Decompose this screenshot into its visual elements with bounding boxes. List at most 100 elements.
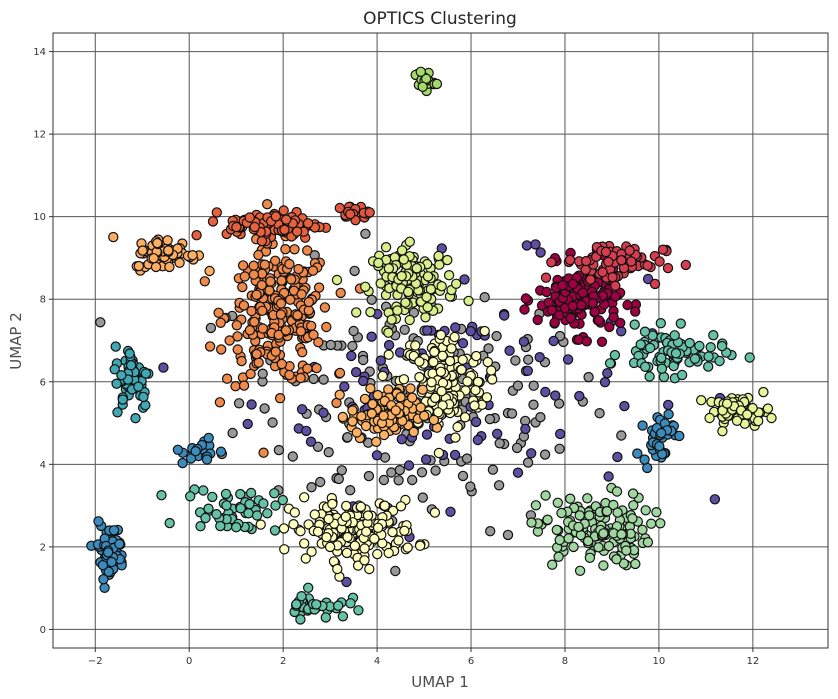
scatter-point: [601, 506, 613, 517]
scatter-point: [549, 317, 561, 328]
scatter-point: [232, 331, 243, 342]
scatter-point: [365, 383, 376, 394]
scatter-point: [281, 214, 292, 225]
scatter-point: [415, 66, 426, 78]
chart-title: OPTICS Clustering: [363, 9, 517, 29]
scatter-point: [184, 491, 196, 502]
scatter-point: [162, 235, 173, 246]
scatter-point: [337, 611, 349, 622]
scatter-point: [133, 260, 144, 272]
scatter-point: [408, 426, 419, 438]
scatter-point: [403, 286, 414, 298]
scatter-point: [138, 391, 149, 403]
scatter-point: [307, 265, 319, 276]
scatter-point: [324, 541, 336, 553]
scatter-point: [372, 389, 383, 401]
scatter-point: [433, 447, 445, 459]
scatter-point: [567, 300, 579, 312]
scatter-point: [616, 430, 627, 441]
scatter-point: [449, 331, 460, 343]
y-tick-label: 12: [33, 130, 46, 141]
scatter-point: [646, 518, 657, 529]
scatter-point: [443, 270, 455, 281]
scatter-point: [604, 358, 616, 369]
scatter-point: [608, 312, 619, 323]
scatter-point: [245, 368, 256, 380]
scatter-point: [421, 429, 433, 440]
scatter-point: [253, 249, 264, 261]
scatter-point: [400, 297, 411, 308]
scatter-point: [215, 317, 226, 328]
scatter-point: [437, 350, 448, 361]
scatter-point: [347, 340, 358, 352]
scatter-point: [259, 259, 270, 270]
scatter-point: [205, 322, 217, 334]
scatter-point: [251, 348, 262, 360]
scatter-point: [395, 392, 406, 403]
scatter-point: [598, 560, 609, 571]
y-tick-label: 4: [40, 460, 46, 471]
scatter-point: [325, 339, 336, 351]
scatter-point: [249, 316, 260, 328]
scatter-point: [383, 327, 394, 338]
scatter-point: [518, 336, 530, 347]
scatter-point: [323, 513, 334, 525]
scatter-point: [396, 434, 407, 445]
scatter-point: [624, 245, 635, 256]
scatter-point: [580, 264, 591, 275]
scatter-point: [258, 447, 269, 458]
scatter-point: [573, 521, 584, 533]
scatter-point: [459, 412, 471, 423]
scatter-point: [535, 412, 546, 423]
scatter-point: [442, 254, 453, 266]
scatter-point: [278, 205, 289, 216]
scatter-point: [470, 385, 481, 396]
scatter-point: [584, 510, 595, 521]
scatter-point: [364, 563, 375, 575]
scatter-point: [479, 325, 490, 337]
scatter-point: [315, 476, 326, 488]
scatter-point: [582, 535, 594, 547]
scatter-point: [174, 257, 185, 268]
scatter-point: [362, 510, 374, 521]
scatter-point: [451, 278, 462, 289]
scatter-point: [629, 319, 640, 330]
scatter-point: [249, 221, 260, 233]
scatter-point: [670, 348, 682, 359]
scatter-point: [398, 254, 409, 265]
scatter-point: [742, 409, 753, 420]
scatter-point: [327, 498, 338, 510]
scatter-point: [637, 524, 648, 536]
scatter-point: [285, 294, 296, 305]
scatter-point: [346, 350, 357, 362]
scatter-point: [414, 356, 425, 367]
scatter-point: [273, 329, 284, 341]
scatter-point: [457, 470, 469, 482]
scatter-point: [654, 441, 665, 452]
scatter-point: [130, 413, 141, 424]
scatter-point: [436, 386, 447, 397]
scatter-point: [616, 326, 627, 337]
scatter-point: [621, 545, 632, 556]
scatter-point: [450, 432, 461, 443]
scatter-point: [705, 342, 716, 353]
x-tick-label: −2: [88, 656, 103, 667]
scatter-point: [365, 306, 376, 318]
scatter-point: [494, 438, 505, 449]
scatter-point: [152, 237, 163, 249]
scatter-point: [522, 365, 534, 376]
scatter-point: [383, 349, 394, 360]
scatter-point: [399, 324, 410, 335]
scatter-point: [540, 272, 552, 283]
scatter-point: [345, 208, 356, 220]
scatter-point: [355, 501, 367, 512]
scatter-point: [445, 506, 456, 517]
scatter-point: [230, 381, 241, 392]
scatter-point: [133, 381, 144, 392]
x-tick-label: 10: [653, 656, 666, 667]
scatter-point: [663, 399, 674, 411]
scatter-point: [211, 509, 222, 520]
scatter-point: [296, 404, 308, 415]
scatter-point: [341, 576, 352, 588]
